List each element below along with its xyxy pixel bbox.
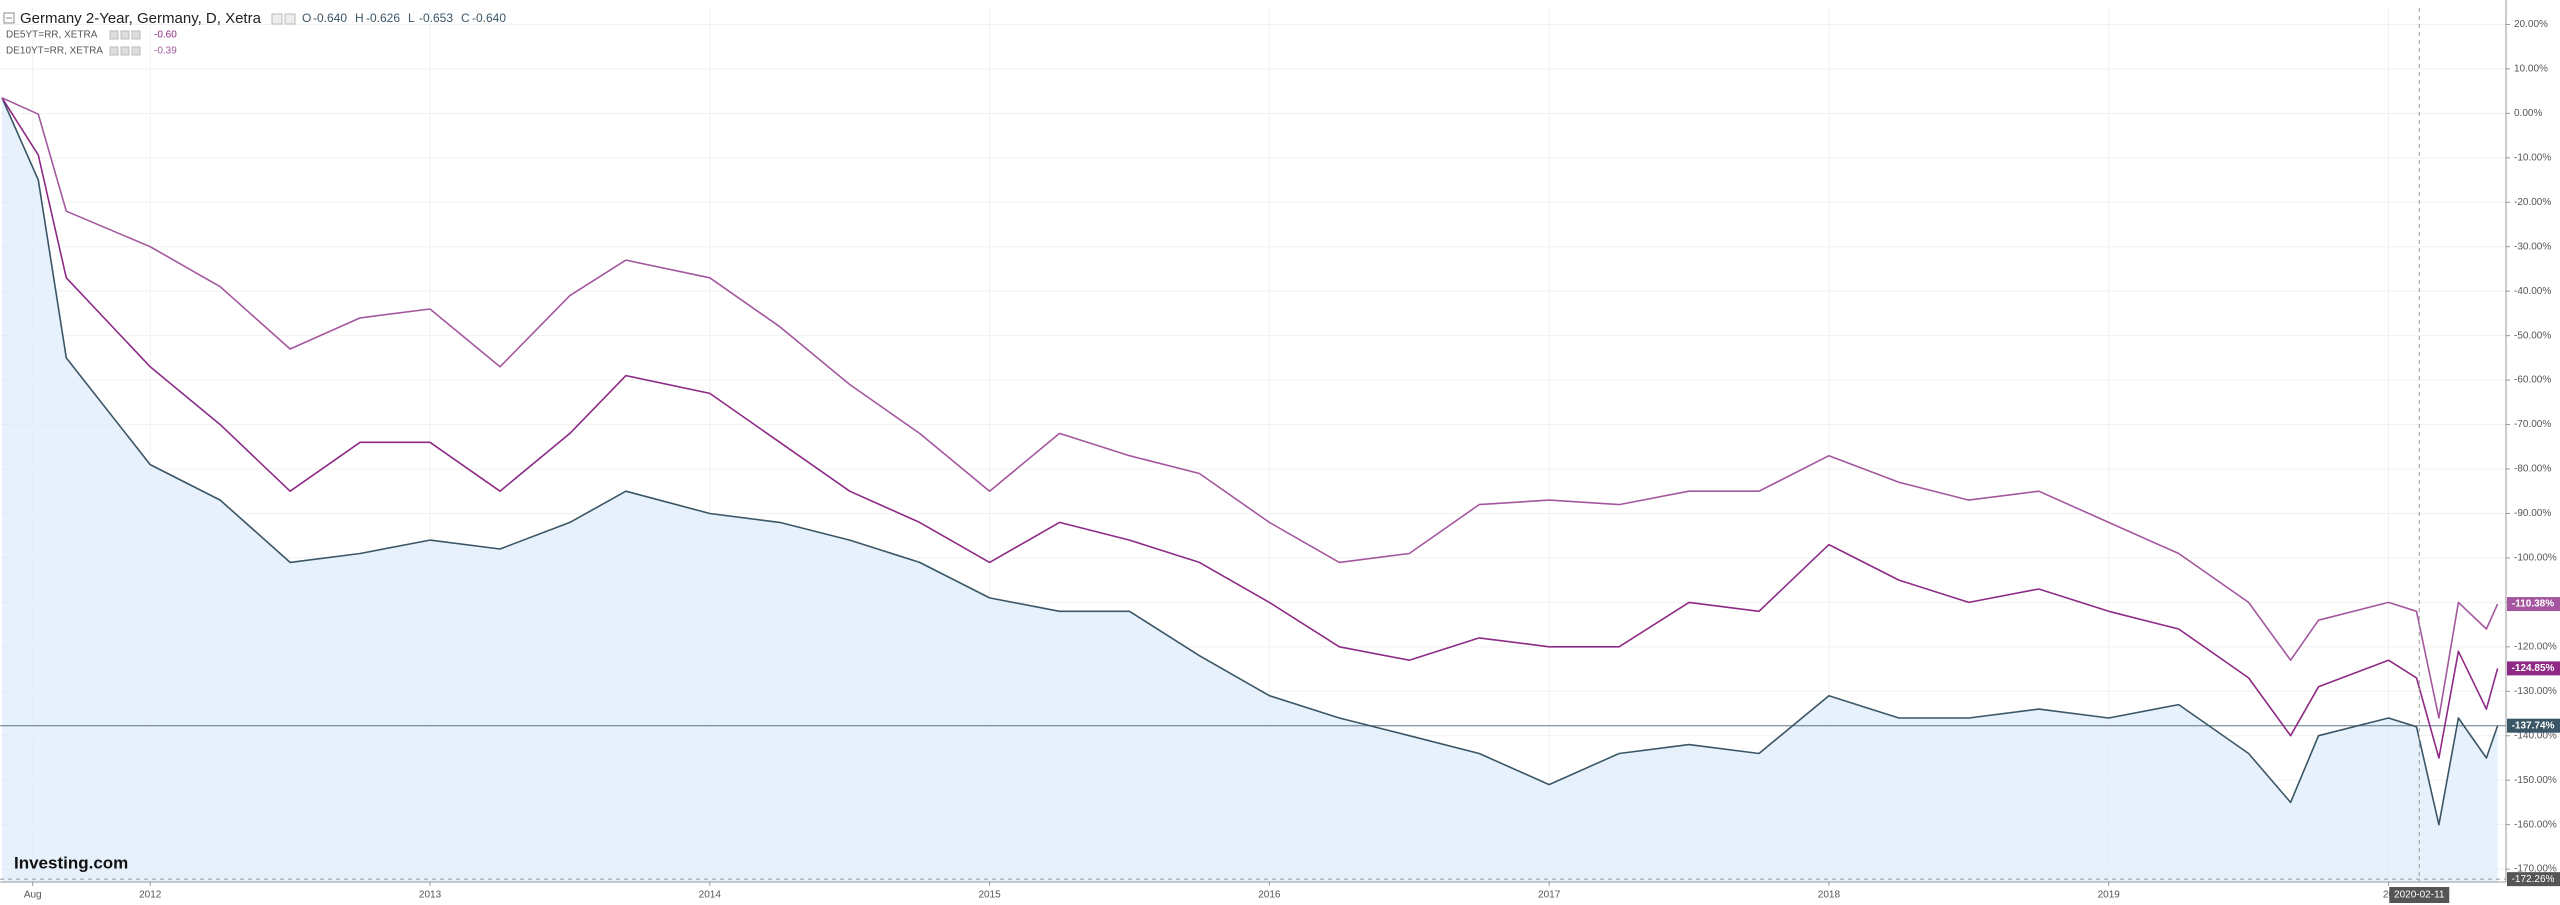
ohlc-name: C: [461, 11, 470, 25]
crosshair-x-tag: [2389, 887, 2450, 903]
legend-button[interactable]: [109, 30, 119, 40]
y-tick-label: -120.00%: [2514, 641, 2557, 652]
x-tick-label: 2014: [699, 890, 722, 901]
ohlc-value: -0.640: [472, 11, 506, 25]
price-tag-label: -110.38%: [2512, 599, 2554, 610]
x-tick-label: Aug: [24, 890, 42, 901]
y-tick-label: -60.00%: [2514, 375, 2551, 386]
ohlc-name: H: [355, 11, 364, 25]
x-tick-label: 2013: [419, 890, 442, 901]
legend-button[interactable]: [120, 30, 130, 40]
y-tick-label: -140.00%: [2514, 730, 2557, 741]
line: [1, 97, 2499, 719]
legend-button[interactable]: [120, 46, 130, 56]
legend-name: DE10YT=RR, XETRA: [6, 46, 103, 57]
x-tick-label: 2016: [1258, 890, 1281, 901]
logo: Investing.com: [14, 853, 128, 872]
plot: [0, 8, 2506, 883]
price-tag-label: -124.85%: [2512, 663, 2555, 674]
line: [1, 97, 2499, 759]
y-tick-label: -20.00%: [2514, 197, 2551, 208]
price-tag: [2507, 718, 2560, 733]
y-tick-label: -30.00%: [2514, 241, 2551, 252]
collapse-icon[interactable]: [3, 12, 15, 24]
x-tick-label: 2018: [1818, 890, 1841, 901]
line: [1, 97, 2499, 826]
legend-button[interactable]: [271, 13, 283, 25]
legend-button[interactable]: [284, 13, 296, 25]
x-tick-label: 20: [2383, 890, 2395, 901]
y-tick-label: -50.00%: [2514, 330, 2551, 341]
legend-value: -0.60: [154, 30, 177, 41]
y-tick-label: -130.00%: [2514, 686, 2557, 697]
y-tick-label: -40.00%: [2514, 286, 2551, 297]
legend: Germany 2-Year, Germany, D, Xetra DE5YT=…: [3, 10, 506, 57]
legend-value: -0.39: [154, 46, 177, 57]
ohlc-value: -0.626: [366, 11, 400, 25]
legend-button[interactable]: [131, 46, 141, 56]
x-tick-label: 2019: [2098, 890, 2121, 901]
y-tick-label: -80.00%: [2514, 464, 2551, 475]
price-tag: [2507, 661, 2560, 676]
legend-button[interactable]: [109, 46, 119, 56]
y-tick-label: -90.00%: [2514, 508, 2551, 519]
price-tag: [2507, 597, 2560, 612]
y-tick-label: -170.00%: [2514, 864, 2557, 875]
area: [2, 97, 2498, 883]
ohlc-name: O: [302, 11, 311, 25]
legend-button[interactable]: [131, 30, 141, 40]
legend-name: DE5YT=RR, XETRA: [6, 30, 98, 41]
chart-title: Germany 2-Year, Germany, D, Xetra: [20, 10, 262, 27]
y-tick-label: 10.00%: [2514, 64, 2548, 75]
price-tag-label: -137.74%: [2512, 720, 2555, 731]
y-tick-label: -100.00%: [2514, 553, 2557, 564]
y-tick-label: -70.00%: [2514, 419, 2551, 430]
x-tick-label: 2017: [1538, 890, 1561, 901]
y-tick-label: -160.00%: [2514, 819, 2557, 830]
y-tick-label: -150.00%: [2514, 775, 2557, 786]
x-tick-label: 2015: [978, 890, 1001, 901]
crosshair-y-label: -172.26%: [2512, 874, 2555, 885]
ohlc-name: L: [408, 11, 415, 25]
y-tick-label: 0.00%: [2514, 108, 2542, 119]
crosshair-x-label: 2020-02-11: [2394, 890, 2445, 901]
crosshair-y-tag: [2507, 872, 2560, 887]
ohlc-value: -0.653: [419, 11, 453, 25]
y-tick-label: -10.00%: [2514, 152, 2551, 163]
x-tick-label: 2012: [139, 890, 162, 901]
ohlc-value: -0.640: [313, 11, 347, 25]
y-tick-label: 20.00%: [2514, 19, 2548, 30]
